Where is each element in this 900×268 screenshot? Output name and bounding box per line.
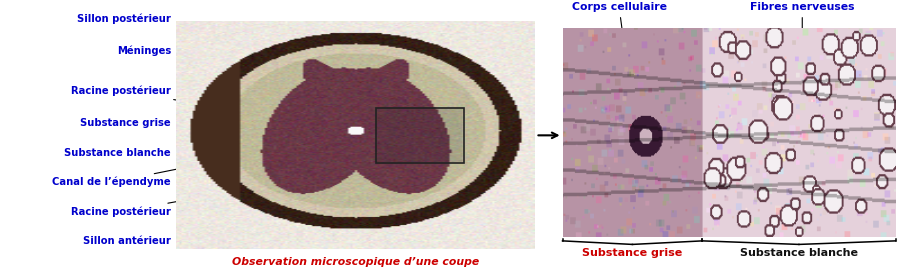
Text: Substance grise: Substance grise bbox=[80, 118, 280, 132]
Bar bbox=[376, 108, 464, 163]
Text: Méninges: Méninges bbox=[117, 46, 258, 76]
Text: Sillon postérieur: Sillon postérieur bbox=[77, 13, 359, 43]
Text: Substance blanche: Substance blanche bbox=[740, 248, 858, 258]
Text: Canal de l’épendyme: Canal de l’épendyme bbox=[52, 135, 341, 188]
Text: Substance grise: Substance grise bbox=[582, 248, 682, 258]
Text: Corps cellulaire: Corps cellulaire bbox=[572, 2, 667, 154]
Text: Observation microscopique d’une coupe: Observation microscopique d’une coupe bbox=[232, 257, 479, 267]
Text: Fibres nerveuses: Fibres nerveuses bbox=[750, 2, 854, 160]
Text: Sillon antérieur: Sillon antérieur bbox=[83, 225, 345, 246]
Text: Racine postérieur: Racine postérieur bbox=[71, 189, 237, 217]
Text: Racine postérieur: Racine postérieur bbox=[71, 86, 222, 109]
Text: Substance blanche: Substance blanche bbox=[65, 147, 215, 158]
